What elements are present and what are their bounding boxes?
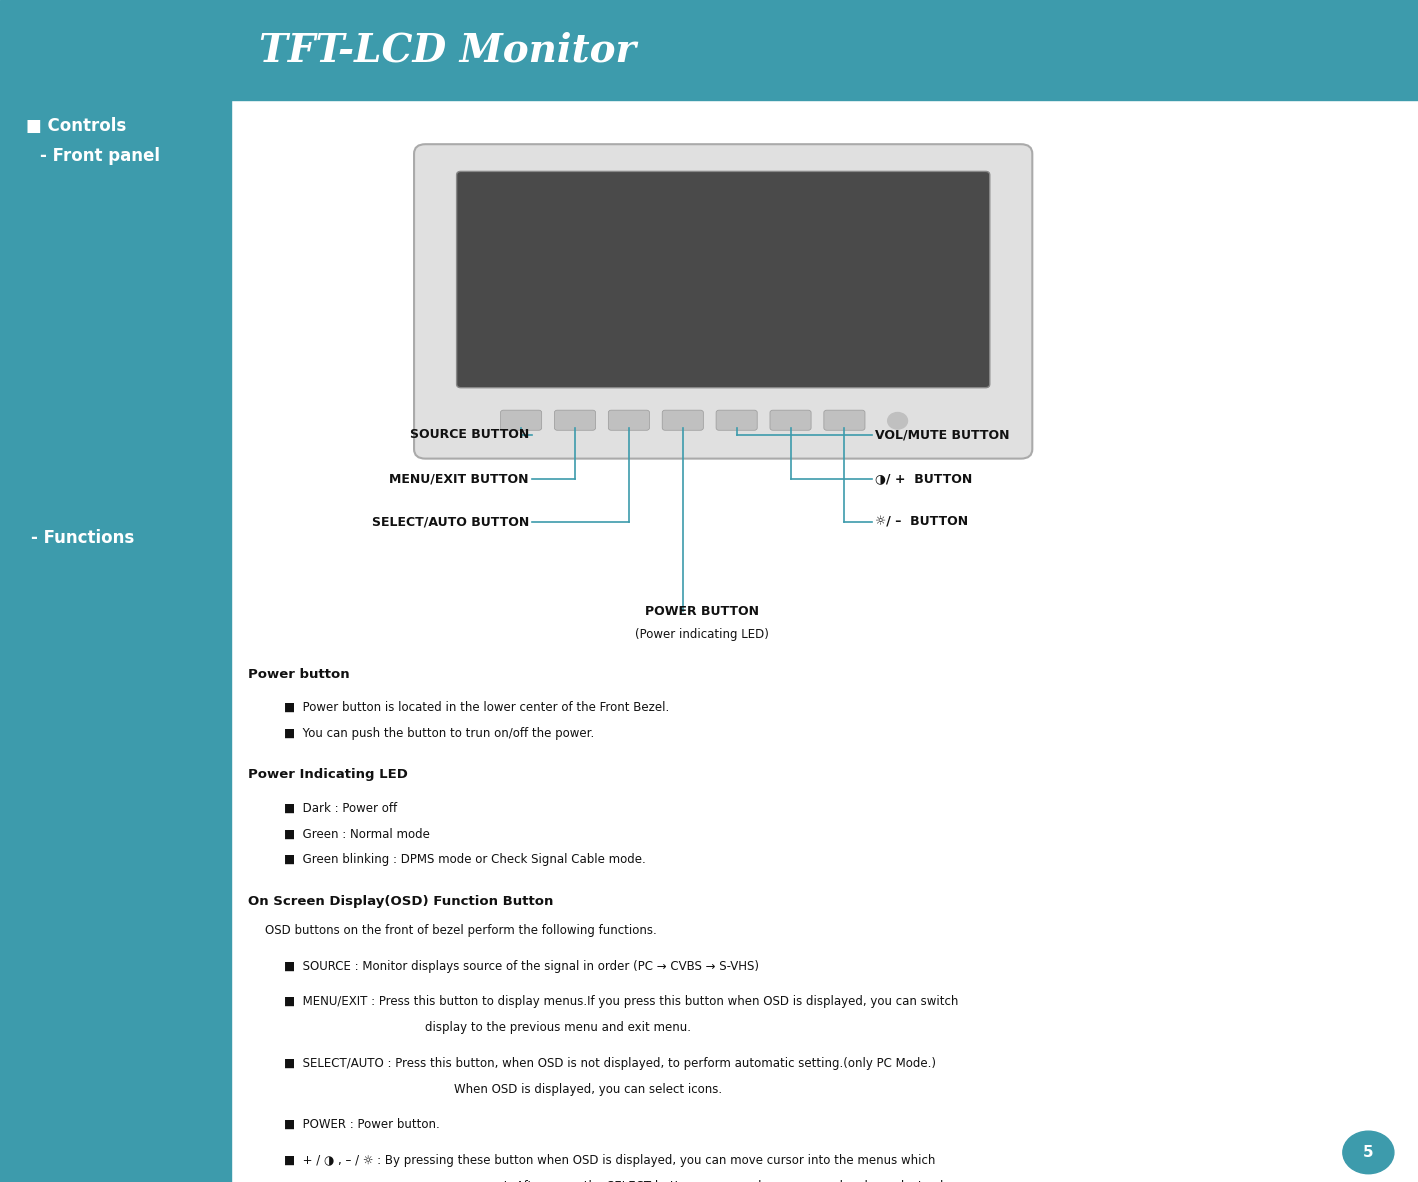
FancyBboxPatch shape: [824, 410, 865, 430]
Text: ■  SOURCE : Monitor displays source of the signal in order (PC → CVBS → S-VHS): ■ SOURCE : Monitor displays source of th…: [284, 960, 759, 973]
Text: (Power indicating LED): (Power indicating LED): [635, 629, 769, 641]
FancyBboxPatch shape: [770, 410, 811, 430]
Text: - Front panel: - Front panel: [40, 147, 160, 165]
Text: On Screen Display(OSD) Function Button: On Screen Display(OSD) Function Button: [248, 895, 553, 908]
Text: 5: 5: [1363, 1145, 1374, 1160]
Bar: [231, 0, 1418, 100]
Text: ■  MENU/EXIT : Press this button to display menus.If you press this button when : ■ MENU/EXIT : Press this button to displ…: [284, 995, 959, 1008]
Circle shape: [1343, 1131, 1394, 1174]
Text: - Functions: - Functions: [31, 528, 135, 547]
FancyBboxPatch shape: [457, 171, 990, 388]
FancyBboxPatch shape: [501, 410, 542, 430]
Text: ■  You can push the button to trun on/off the power.: ■ You can push the button to trun on/off…: [284, 727, 594, 740]
FancyBboxPatch shape: [414, 144, 1032, 459]
Text: When OSD is displayed, you can select icons.: When OSD is displayed, you can select ic…: [454, 1083, 722, 1096]
Text: ■  Power button is located in the lower center of the Front Bezel.: ■ Power button is located in the lower c…: [284, 701, 669, 714]
Text: SELECT/AUTO BUTTON: SELECT/AUTO BUTTON: [372, 517, 529, 528]
Text: POWER BUTTON: POWER BUTTON: [645, 605, 759, 617]
Text: ■  POWER : Power button.: ■ POWER : Power button.: [284, 1118, 440, 1131]
Circle shape: [888, 413, 908, 429]
Text: MENU/EXIT BUTTON: MENU/EXIT BUTTON: [390, 473, 529, 485]
Text: Power Indicating LED: Power Indicating LED: [248, 768, 408, 781]
Text: ■  SELECT/AUTO : Press this button, when OSD is not displayed, to perform automa: ■ SELECT/AUTO : Press this button, when …: [284, 1057, 936, 1070]
Text: ■  + / ◑ , – / ☼ : By pressing these button when OSD is displayed, you can move : ■ + / ◑ , – / ☼ : By pressing these butt…: [284, 1154, 934, 1167]
Text: you want. After press the SELECT button, you can change gauge level or select su: you want. After press the SELECT button,…: [454, 1180, 991, 1182]
Text: ■ Controls: ■ Controls: [26, 117, 126, 136]
FancyBboxPatch shape: [554, 410, 596, 430]
Text: Power button: Power button: [248, 668, 350, 681]
Bar: [0, 0, 231, 1182]
Text: ■  Green : Normal mode: ■ Green : Normal mode: [284, 827, 430, 840]
FancyBboxPatch shape: [716, 410, 757, 430]
Text: ■  Green blinking : DPMS mode or Check Signal Cable mode.: ■ Green blinking : DPMS mode or Check Si…: [284, 853, 645, 866]
Text: OSD buttons on the front of bezel perform the following functions.: OSD buttons on the front of bezel perfor…: [265, 924, 657, 937]
FancyBboxPatch shape: [662, 410, 703, 430]
Text: SOURCE BUTTON: SOURCE BUTTON: [410, 429, 529, 441]
Text: TFT-LCD Monitor: TFT-LCD Monitor: [259, 31, 637, 70]
Text: VOL/MUTE BUTTON: VOL/MUTE BUTTON: [875, 429, 1010, 441]
Text: display to the previous menu and exit menu.: display to the previous menu and exit me…: [425, 1021, 692, 1034]
Text: ☼/ –  BUTTON: ☼/ – BUTTON: [875, 517, 968, 528]
Text: ◑/ +  BUTTON: ◑/ + BUTTON: [875, 473, 973, 485]
FancyBboxPatch shape: [608, 410, 649, 430]
Text: ■  Dark : Power off: ■ Dark : Power off: [284, 801, 397, 814]
